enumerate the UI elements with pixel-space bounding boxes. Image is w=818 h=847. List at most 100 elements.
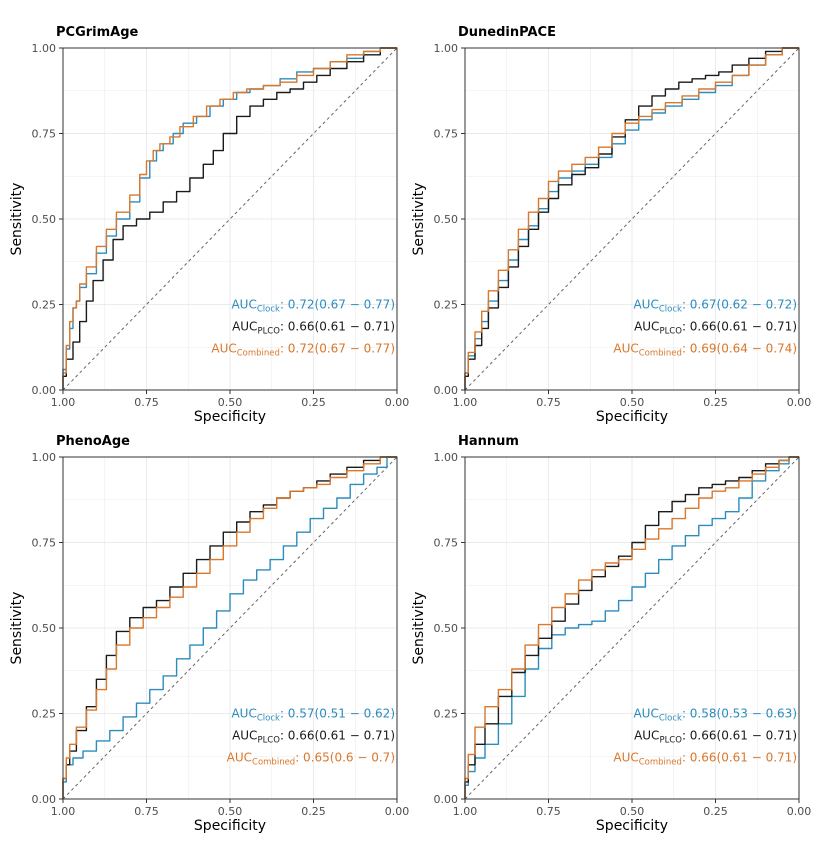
x-tick-label: 0.00 xyxy=(787,396,812,409)
y-tick-label: 1.00 xyxy=(434,451,459,464)
auc-label-plco: AUCPLCO: 0.66(0.61 − 0.71) xyxy=(634,729,797,746)
auc-prefix: AUC xyxy=(633,298,658,312)
x-tick-label: 0.25 xyxy=(301,805,326,818)
y-tick-label: 0.25 xyxy=(434,299,459,312)
auc-subscript: Combined xyxy=(237,349,280,359)
auc-value: : 0.58(0.53 − 0.63) xyxy=(682,707,797,721)
panel-4: Hannum 0.00 0.25 0.50 0.75 1.00 1.00 0.75 0.50 0.… xyxy=(411,434,811,834)
roc-line-combined xyxy=(464,47,799,390)
auc-subscript: Clock xyxy=(659,305,682,315)
x-tick-label: 0.25 xyxy=(703,396,728,409)
roc-line-plco xyxy=(464,47,799,390)
roc-line-combined xyxy=(62,47,397,390)
x-tick-label: 0.75 xyxy=(536,805,561,818)
auc-subscript: Combined xyxy=(252,758,295,768)
diagonal-reference-line xyxy=(62,456,398,800)
auc-label-clock: AUCClock: 0.72(0.67 − 0.77) xyxy=(231,298,395,315)
auc-value: : 0.66(0.61 − 0.71) xyxy=(682,751,797,765)
auc-subscript: Clock xyxy=(257,305,280,315)
auc-value: : 0.66(0.61 − 0.71) xyxy=(280,320,395,334)
roc-line-combined xyxy=(464,456,799,799)
auc-label-combined: AUCCombined: 0.65(0.6 − 0.7) xyxy=(227,751,395,768)
y-axis-title: Sensitivity xyxy=(9,183,25,256)
auc-subscript: PLCO xyxy=(659,736,682,746)
y-tick-label: 0.50 xyxy=(434,622,459,635)
x-tick-label: 0.50 xyxy=(620,805,645,818)
x-tick-label: 1.00 xyxy=(453,396,478,409)
x-axis-title: Specificity xyxy=(596,818,668,834)
auc-subscript: Clock xyxy=(659,714,682,724)
auc-subscript: Combined xyxy=(639,349,682,359)
auc-prefix: AUC xyxy=(231,707,256,721)
panel-title: Hannum xyxy=(458,434,519,449)
auc-subscript: PLCO xyxy=(659,327,682,337)
x-tick-label: 0.50 xyxy=(218,805,243,818)
auc-subscript: PLCO xyxy=(257,327,280,337)
auc-prefix: AUC xyxy=(634,729,659,743)
y-tick-label: 0.00 xyxy=(32,384,57,397)
x-tick-label: 0.00 xyxy=(385,396,410,409)
y-tick-label: 1.00 xyxy=(434,42,459,55)
panel-1: PCGrimAge 0.00 0.25 0.50 0.75 1.00 1.00 0.75 0.5… xyxy=(9,25,409,425)
x-tick-label: 1.00 xyxy=(51,396,76,409)
auc-prefix: AUC xyxy=(232,320,257,334)
auc-value: : 0.66(0.61 − 0.71) xyxy=(682,729,797,743)
roc-line-plco xyxy=(62,47,397,390)
auc-subscript: Clock xyxy=(257,714,280,724)
auc-value: : 0.69(0.64 − 0.74) xyxy=(682,342,797,356)
y-tick-label: 0.25 xyxy=(32,299,57,312)
x-tick-label: 0.00 xyxy=(385,805,410,818)
x-tick-label: 0.50 xyxy=(218,396,243,409)
auc-prefix: AUC xyxy=(633,707,658,721)
auc-value: : 0.66(0.61 − 0.71) xyxy=(280,729,395,743)
auc-label-clock: AUCClock: 0.67(0.62 − 0.72) xyxy=(633,298,797,315)
auc-prefix: AUC xyxy=(227,751,252,765)
x-tick-label: 1.00 xyxy=(453,805,478,818)
y-tick-label: 0.00 xyxy=(32,793,57,806)
x-axis-title: Specificity xyxy=(194,409,266,425)
panel-3: PhenoAge 0.00 0.25 0.50 0.75 1.00 1.00 0.75 0.50… xyxy=(9,434,409,834)
auc-label-clock: AUCClock: 0.58(0.53 − 0.63) xyxy=(633,707,797,724)
auc-value: : 0.66(0.61 − 0.71) xyxy=(682,320,797,334)
auc-subscript: Combined xyxy=(639,758,682,768)
x-tick-label: 0.25 xyxy=(703,805,728,818)
x-tick-label: 0.00 xyxy=(787,805,812,818)
x-axis-title: Specificity xyxy=(596,409,668,425)
x-tick-label: 0.75 xyxy=(536,396,561,409)
y-tick-label: 0.50 xyxy=(434,213,459,226)
x-axis-title: Specificity xyxy=(194,818,266,834)
auc-label-clock: AUCClock: 0.57(0.51 − 0.62) xyxy=(231,707,395,724)
auc-label-plco: AUCPLCO: 0.66(0.61 − 0.71) xyxy=(232,729,395,746)
auc-prefix: AUC xyxy=(613,342,638,356)
y-tick-label: 0.50 xyxy=(32,213,57,226)
roc-line-combined xyxy=(62,456,397,799)
panel-title: PhenoAge xyxy=(56,434,130,449)
auc-label-plco: AUCPLCO: 0.66(0.61 − 0.71) xyxy=(634,320,797,337)
auc-prefix: AUC xyxy=(613,751,638,765)
x-tick-label: 0.75 xyxy=(134,805,159,818)
roc-line-plco xyxy=(62,456,397,799)
y-tick-label: 1.00 xyxy=(32,42,57,55)
y-tick-label: 0.25 xyxy=(434,708,459,721)
auc-prefix: AUC xyxy=(232,729,257,743)
auc-value: : 0.65(0.6 − 0.7) xyxy=(295,751,395,765)
auc-label-combined: AUCCombined: 0.66(0.61 − 0.71) xyxy=(613,751,797,768)
auc-subscript: PLCO xyxy=(257,736,280,746)
y-tick-label: 0.50 xyxy=(32,622,57,635)
y-tick-label: 0.75 xyxy=(434,537,459,550)
auc-prefix: AUC xyxy=(231,298,256,312)
auc-prefix: AUC xyxy=(211,342,236,356)
y-tick-label: 0.75 xyxy=(32,537,57,550)
auc-prefix: AUC xyxy=(634,320,659,334)
y-axis-title: Sensitivity xyxy=(411,592,427,665)
diagonal-reference-line xyxy=(62,47,398,391)
y-tick-label: 1.00 xyxy=(32,451,57,464)
auc-value: : 0.72(0.67 − 0.77) xyxy=(280,342,395,356)
auc-value: : 0.67(0.62 − 0.72) xyxy=(682,298,797,312)
y-tick-label: 0.25 xyxy=(32,708,57,721)
auc-label-combined: AUCCombined: 0.69(0.64 − 0.74) xyxy=(613,342,797,359)
auc-value: : 0.72(0.67 − 0.77) xyxy=(280,298,395,312)
y-tick-label: 0.75 xyxy=(434,128,459,141)
y-axis-title: Sensitivity xyxy=(411,183,427,256)
